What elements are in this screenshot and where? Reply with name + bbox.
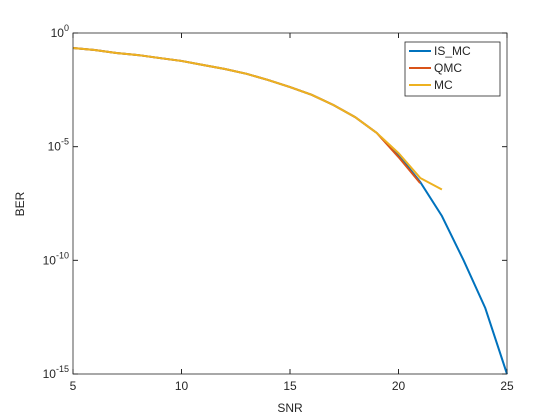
y-axis-label: BER [13, 191, 27, 216]
y-tick-base: 10 [43, 367, 57, 381]
legend-label: IS_MC [434, 44, 471, 58]
y-tick-label: 10-15 [43, 364, 69, 381]
x-axis-label: SNR [277, 401, 303, 415]
y-tick-exponent: -10 [56, 250, 69, 260]
legend-label: MC [434, 78, 453, 92]
x-tick-label: 10 [175, 379, 189, 393]
y-tick-base: 10 [51, 26, 65, 40]
x-tick-label: 5 [70, 379, 77, 393]
y-tick-exponent: -15 [56, 364, 69, 374]
axes-box [72, 32, 508, 375]
x-tick-label: 20 [392, 379, 406, 393]
x-tick-label: 25 [500, 379, 514, 393]
y-tick-exponent: 0 [64, 23, 69, 33]
y-tick-label: 10-5 [48, 137, 69, 154]
y-tick-base: 10 [48, 140, 62, 154]
series-line [72, 46, 443, 191]
y-tick-label: 10-10 [43, 250, 69, 267]
x-tick-label: 15 [283, 379, 297, 393]
legend-label: QMC [434, 61, 462, 75]
y-tick-exponent: -5 [61, 137, 69, 147]
y-tick-base: 10 [43, 253, 57, 267]
y-tick-label: 100 [51, 23, 69, 40]
